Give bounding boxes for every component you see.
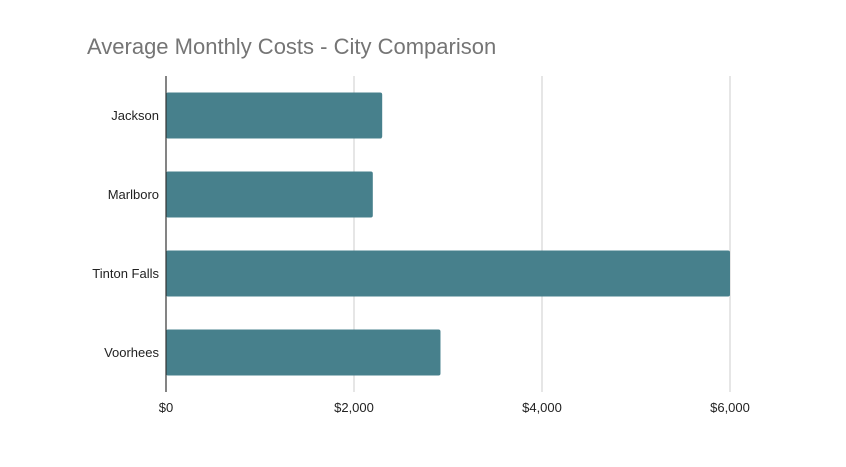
x-tick-label-0: $0: [159, 400, 173, 415]
bars: [166, 92, 730, 376]
category-label-voorhees: Voorhees: [104, 345, 159, 360]
x-tick-label-2: $4,000: [522, 400, 562, 415]
x-tick-label-1: $2,000: [334, 400, 374, 415]
category-label-jackson: Jackson: [111, 108, 159, 123]
chart-title: Average Monthly Costs - City Comparison: [87, 34, 497, 59]
bar-jackson: [166, 92, 383, 139]
bar-voorhees: [166, 329, 441, 376]
x-tick-label-3: $6,000: [710, 400, 750, 415]
category-label-marlboro: Marlboro: [108, 187, 159, 202]
labels: $0 $2,000 $4,000 $6,000 Jackson Marlboro Tinto…: [92, 108, 750, 415]
category-label-tinton-falls: Tinton Falls: [92, 266, 159, 281]
bar-tinton-falls: [166, 250, 730, 297]
bar-marlboro: [166, 171, 373, 218]
